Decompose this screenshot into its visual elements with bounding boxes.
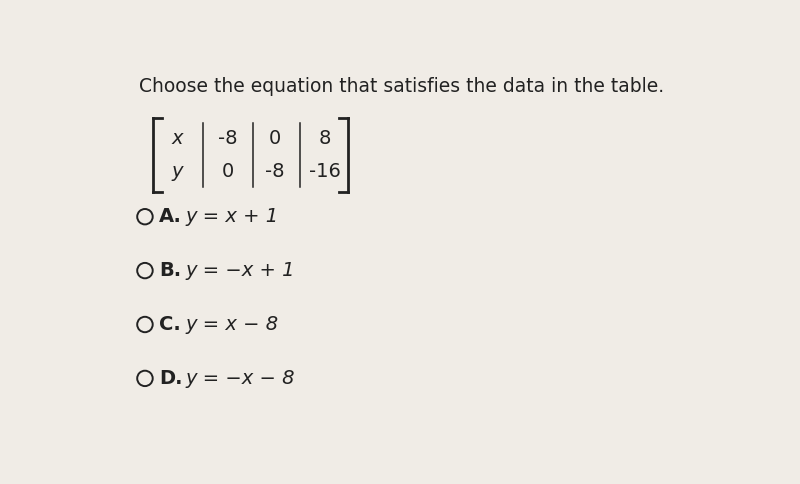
Text: A.: A. [159, 207, 182, 226]
Text: -8: -8 [218, 129, 238, 149]
Text: -16: -16 [309, 162, 341, 181]
Text: C.: C. [159, 315, 181, 334]
Text: y = −x − 8: y = −x − 8 [186, 369, 294, 388]
Text: y = x + 1: y = x + 1 [186, 207, 278, 226]
Text: 0: 0 [268, 129, 281, 149]
Text: D.: D. [159, 369, 182, 388]
Text: Choose the equation that satisfies the data in the table.: Choose the equation that satisfies the d… [138, 76, 664, 95]
Text: y = −x + 1: y = −x + 1 [186, 261, 294, 280]
Text: y = x − 8: y = x − 8 [186, 315, 278, 334]
Text: y: y [172, 162, 183, 181]
Text: B.: B. [159, 261, 181, 280]
Text: x: x [172, 129, 183, 149]
Text: 8: 8 [318, 129, 331, 149]
Text: -8: -8 [265, 162, 284, 181]
Text: 0: 0 [222, 162, 234, 181]
